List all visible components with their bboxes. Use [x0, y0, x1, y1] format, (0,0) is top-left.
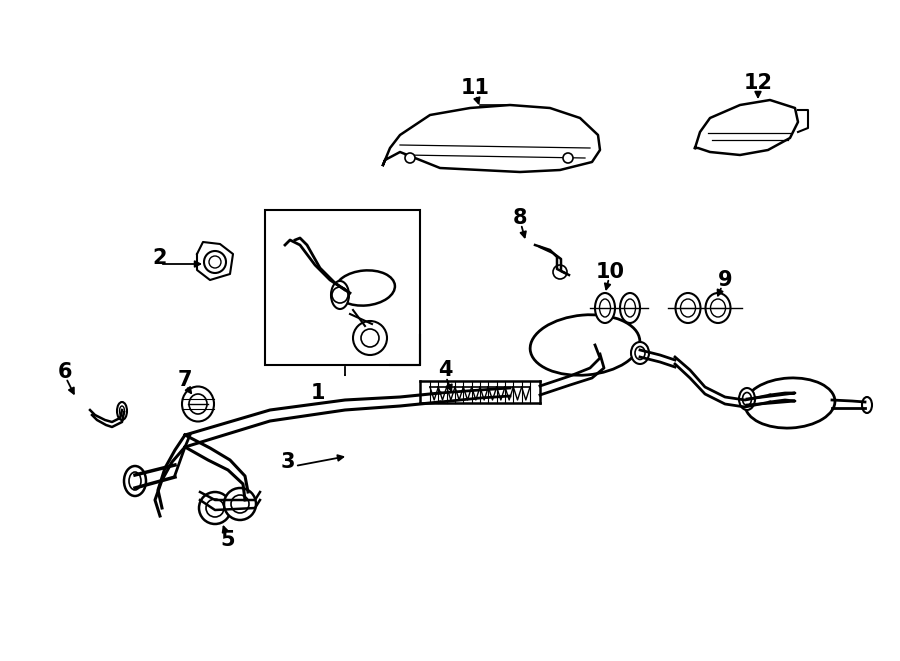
- Ellipse shape: [739, 388, 755, 410]
- Circle shape: [405, 153, 415, 163]
- Circle shape: [204, 251, 226, 273]
- Ellipse shape: [631, 342, 649, 364]
- Ellipse shape: [676, 293, 700, 323]
- Circle shape: [224, 488, 256, 520]
- Polygon shape: [695, 100, 798, 155]
- Ellipse shape: [182, 387, 214, 422]
- Ellipse shape: [862, 397, 872, 413]
- Ellipse shape: [331, 281, 349, 309]
- Ellipse shape: [620, 293, 640, 323]
- Text: 6: 6: [58, 362, 72, 382]
- Text: 3: 3: [281, 452, 295, 472]
- Ellipse shape: [595, 293, 615, 323]
- Ellipse shape: [335, 270, 395, 305]
- Text: 2: 2: [153, 248, 167, 268]
- Text: 4: 4: [437, 360, 452, 380]
- Ellipse shape: [530, 315, 640, 375]
- Bar: [265, 210, 420, 365]
- Text: 7: 7: [178, 370, 193, 390]
- Text: 9: 9: [717, 270, 733, 290]
- Text: 1: 1: [310, 383, 325, 403]
- Circle shape: [353, 321, 387, 355]
- Polygon shape: [383, 105, 600, 172]
- Text: 8: 8: [513, 208, 527, 228]
- Circle shape: [199, 492, 231, 524]
- Ellipse shape: [117, 402, 127, 420]
- Ellipse shape: [124, 466, 146, 496]
- Ellipse shape: [745, 378, 835, 428]
- Text: 10: 10: [596, 262, 625, 282]
- Text: 12: 12: [743, 73, 772, 93]
- Circle shape: [563, 153, 573, 163]
- Ellipse shape: [706, 293, 731, 323]
- Text: 5: 5: [220, 530, 235, 550]
- Text: 11: 11: [461, 78, 490, 98]
